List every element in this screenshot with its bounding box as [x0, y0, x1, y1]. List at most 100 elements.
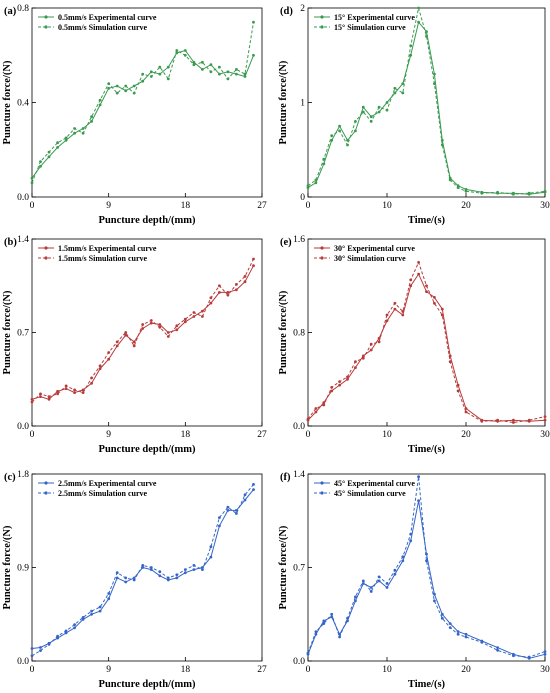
data-point	[543, 415, 547, 418]
data-point	[47, 395, 51, 398]
legend-marker	[44, 481, 48, 485]
legend-entry: 45° Experimental curve	[334, 479, 415, 488]
data-point	[417, 475, 420, 479]
data-point	[90, 115, 93, 119]
y-tick-label: 0.7	[17, 329, 29, 339]
data-point	[306, 651, 310, 655]
data-point	[369, 348, 373, 352]
data-point	[107, 592, 111, 595]
data-point	[354, 366, 357, 369]
data-point	[330, 386, 334, 389]
data-point	[98, 605, 102, 609]
data-point	[393, 91, 397, 95]
data-point	[385, 586, 389, 589]
data-point	[369, 590, 373, 593]
data-point	[107, 86, 111, 90]
data-point	[512, 418, 515, 422]
data-point	[226, 291, 230, 294]
data-point	[47, 155, 51, 159]
series-line	[31, 22, 254, 183]
data-point	[218, 284, 221, 288]
data-point	[527, 655, 531, 659]
data-point	[440, 307, 444, 311]
data-point	[30, 654, 34, 658]
data-point	[175, 573, 179, 577]
data-point	[124, 576, 128, 580]
data-point	[124, 331, 128, 334]
data-point	[90, 609, 93, 613]
data-point	[149, 321, 153, 325]
x-tick-label: 10	[382, 430, 392, 440]
data-point	[98, 98, 102, 102]
data-point	[417, 261, 420, 264]
data-point	[433, 592, 436, 596]
data-point	[209, 296, 213, 300]
x-tick-label: 27	[257, 201, 267, 211]
data-point	[425, 559, 428, 563]
data-point	[149, 568, 153, 571]
data-point	[149, 319, 153, 322]
data-point	[417, 20, 420, 24]
data-point	[64, 631, 68, 635]
legend-entry: 15° Simulation curve	[334, 23, 406, 32]
data-point	[209, 63, 213, 67]
data-point	[115, 571, 119, 575]
x-tick-label: 20	[461, 665, 471, 675]
data-point	[409, 284, 413, 288]
data-point	[409, 278, 413, 282]
plot-frame	[307, 238, 546, 427]
data-point	[369, 115, 373, 119]
data-point	[456, 383, 460, 387]
y-tick-label: 1.8	[17, 470, 29, 480]
data-point	[81, 131, 85, 135]
series-line	[307, 500, 546, 659]
data-point	[252, 53, 255, 57]
data-point	[201, 68, 204, 71]
series-line	[307, 7, 546, 195]
y-tick-label: 0.9	[17, 564, 29, 574]
y-tick-label: 0	[300, 193, 305, 203]
y-axis-title: Puncture force/(N)	[2, 290, 13, 374]
x-tick-label: 30	[540, 665, 550, 675]
data-point	[314, 181, 318, 185]
data-point	[252, 20, 255, 24]
y-tick-label: 2	[300, 4, 305, 14]
y-tick-label: 0.0	[17, 657, 29, 667]
data-point	[218, 65, 221, 69]
panel-label: (a)	[4, 6, 17, 17]
x-axis-title: Puncture depth/(mm)	[99, 444, 196, 455]
data-point	[409, 532, 413, 536]
data-point	[330, 134, 334, 138]
data-point	[107, 351, 111, 354]
data-point	[90, 612, 93, 616]
data-point	[322, 157, 326, 161]
data-point	[90, 381, 93, 385]
data-point	[47, 643, 51, 646]
data-point	[183, 320, 187, 324]
x-axis-title: Time/(s)	[408, 215, 446, 226]
data-point	[209, 301, 213, 305]
data-point	[512, 192, 515, 196]
data-point	[417, 6, 420, 10]
data-point	[30, 397, 34, 401]
data-point	[456, 186, 460, 190]
data-point	[385, 313, 389, 317]
data-point	[417, 499, 420, 503]
data-point	[132, 91, 136, 95]
data-point	[361, 356, 365, 360]
data-point	[243, 498, 247, 502]
data-point	[401, 91, 405, 95]
x-tick-label: 10	[382, 201, 392, 211]
data-point	[385, 319, 389, 323]
data-point	[132, 340, 136, 344]
data-point	[115, 340, 119, 344]
data-point	[243, 493, 247, 497]
data-point	[218, 72, 221, 76]
data-point	[166, 331, 170, 334]
data-point	[480, 419, 484, 423]
data-point	[235, 72, 238, 76]
data-point	[393, 301, 397, 305]
legend-marker	[320, 491, 324, 495]
data-point	[166, 335, 170, 338]
data-point	[30, 176, 34, 180]
